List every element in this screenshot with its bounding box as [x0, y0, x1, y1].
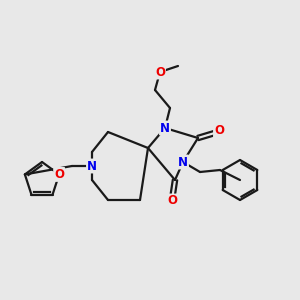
- Text: N: N: [87, 160, 97, 172]
- Text: N: N: [160, 122, 170, 134]
- Text: O: O: [167, 194, 177, 208]
- Text: O: O: [54, 168, 64, 181]
- Text: N: N: [178, 155, 188, 169]
- Text: O: O: [155, 65, 165, 79]
- Text: O: O: [214, 124, 224, 137]
